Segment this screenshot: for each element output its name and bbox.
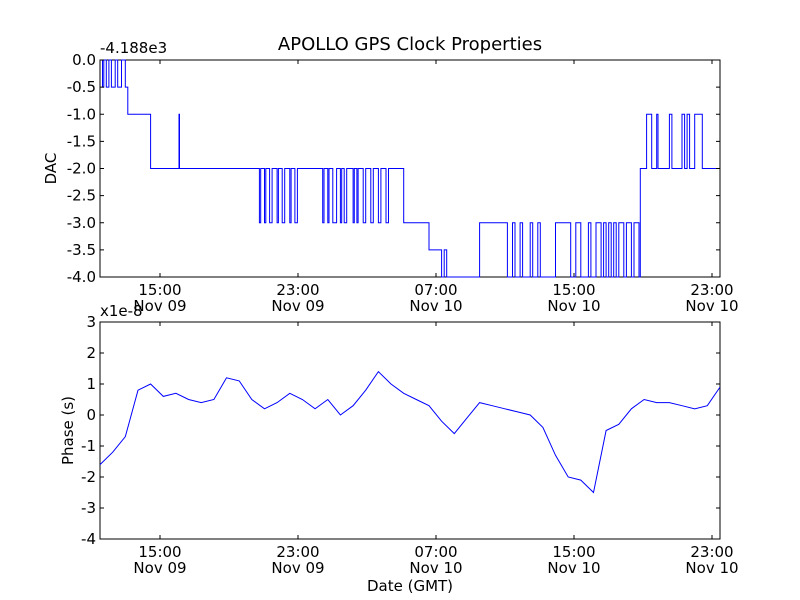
chart-title: APOLLO GPS Clock Properties xyxy=(278,34,542,55)
ytick-label: -1.0 xyxy=(67,105,96,123)
xtick-time-label: 23:00 xyxy=(690,543,733,561)
ytick-label: -2.5 xyxy=(67,187,96,205)
xtick-time-label: 07:00 xyxy=(414,543,457,561)
xtick-time-label: 15:00 xyxy=(138,281,181,299)
xtick-date-label: Nov 10 xyxy=(409,559,462,577)
xtick-time-label: 23:00 xyxy=(276,281,319,299)
ytick-label: -3.5 xyxy=(67,241,96,259)
ytick-label: -0.5 xyxy=(67,78,96,96)
dac-offset-label: -4.188e3 xyxy=(100,39,167,57)
xtick-time-label: 23:00 xyxy=(276,543,319,561)
xtick-time-label: 07:00 xyxy=(414,281,457,299)
dac-y-ticks: 0.0 -0.5 -1.0 -1.5 -2.0 -2.5 -3.0 -3.5 -4.0 xyxy=(67,51,720,286)
ytick-label: -1 xyxy=(81,437,96,455)
ytick-label: 1 xyxy=(86,375,96,393)
dac-axes: 0.0 -0.5 -1.0 -1.5 -2.0 -2.5 -3.0 -3.5 -4.0 15:0… xyxy=(42,39,739,315)
ytick-label: -3 xyxy=(81,499,96,517)
xtick-time-label: 15:00 xyxy=(138,543,181,561)
phase-xlabel: Date (GMT) xyxy=(367,577,453,595)
xtick-date-label: Nov 09 xyxy=(271,297,324,315)
ytick-label: -4 xyxy=(81,530,96,548)
xtick-date-label: Nov 10 xyxy=(547,559,600,577)
xtick-time-label: 15:00 xyxy=(552,281,595,299)
dac-series-line xyxy=(100,59,720,278)
phase-plot-area xyxy=(99,321,721,540)
xtick-date-label: Nov 10 xyxy=(409,297,462,315)
ytick-label: -2.0 xyxy=(67,160,96,178)
ytick-label: -2 xyxy=(81,468,96,486)
xtick-date-label: Nov 10 xyxy=(547,297,600,315)
ytick-label: 0 xyxy=(86,406,96,424)
ytick-label: -3.0 xyxy=(67,214,96,232)
ytick-label: 3 xyxy=(86,313,96,331)
xtick-date-label: Nov 09 xyxy=(133,297,186,315)
xtick-time-label: 15:00 xyxy=(552,543,595,561)
xtick-date-label: Nov 09 xyxy=(133,559,186,577)
phase-ylabel: Phase (s) xyxy=(59,396,77,465)
ytick-label: -4.0 xyxy=(67,268,96,286)
phase-y-ticks: 3 2 1 0 -1 -2 -3 -4 xyxy=(81,313,720,548)
dac-ylabel: DAC xyxy=(42,153,60,185)
xtick-date-label: Nov 10 xyxy=(685,297,738,315)
ytick-label: 0.0 xyxy=(72,51,96,69)
phase-offset-label: x1e-8 xyxy=(100,302,143,320)
ytick-label: 2 xyxy=(86,344,96,362)
xtick-time-label: 23:00 xyxy=(690,281,733,299)
phase-series-line xyxy=(99,370,721,494)
ytick-label: -1.5 xyxy=(67,132,96,150)
xtick-date-label: Nov 10 xyxy=(685,559,738,577)
xtick-date-label: Nov 09 xyxy=(271,559,324,577)
